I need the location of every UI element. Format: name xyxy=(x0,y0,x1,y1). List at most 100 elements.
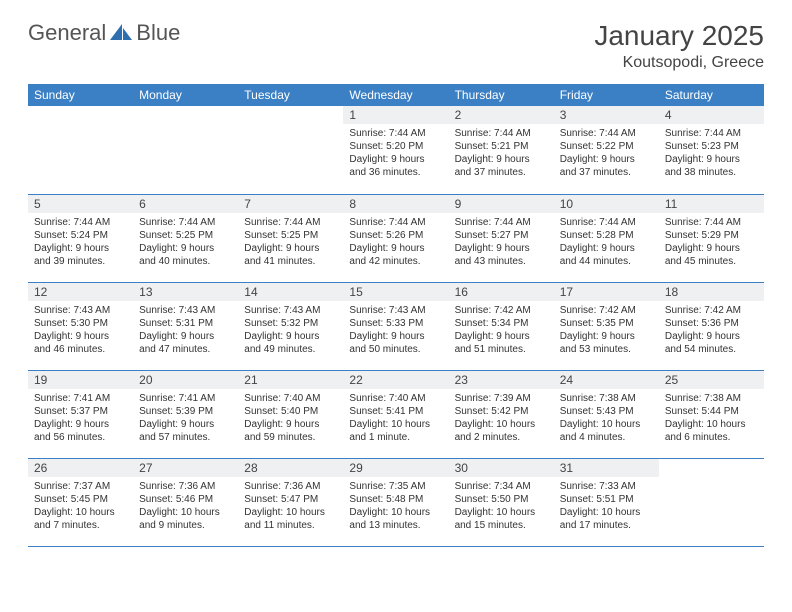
day-number: 29 xyxy=(343,459,448,477)
day-cell: 22Sunrise: 7:40 AMSunset: 5:41 PMDayligh… xyxy=(343,370,448,458)
day-number: 12 xyxy=(28,283,133,301)
day-number: 3 xyxy=(554,106,659,124)
day-details: Sunrise: 7:43 AMSunset: 5:32 PMDaylight:… xyxy=(238,301,343,359)
day-details: Sunrise: 7:35 AMSunset: 5:48 PMDaylight:… xyxy=(343,477,448,535)
day-header: Saturday xyxy=(659,84,764,106)
day-cell xyxy=(659,458,764,546)
day-cell: 19Sunrise: 7:41 AMSunset: 5:37 PMDayligh… xyxy=(28,370,133,458)
day-details: Sunrise: 7:44 AMSunset: 5:28 PMDaylight:… xyxy=(554,213,659,271)
day-details: Sunrise: 7:44 AMSunset: 5:22 PMDaylight:… xyxy=(554,124,659,182)
day-details: Sunrise: 7:44 AMSunset: 5:29 PMDaylight:… xyxy=(659,213,764,271)
day-cell: 15Sunrise: 7:43 AMSunset: 5:33 PMDayligh… xyxy=(343,282,448,370)
day-details: Sunrise: 7:38 AMSunset: 5:44 PMDaylight:… xyxy=(659,389,764,447)
day-cell: 26Sunrise: 7:37 AMSunset: 5:45 PMDayligh… xyxy=(28,458,133,546)
day-number: 9 xyxy=(449,195,554,213)
day-number: 1 xyxy=(343,106,448,124)
day-number: 26 xyxy=(28,459,133,477)
day-details: Sunrise: 7:44 AMSunset: 5:20 PMDaylight:… xyxy=(343,124,448,182)
location: Koutsopodi, Greece xyxy=(594,54,764,72)
title-block: January 2025 Koutsopodi, Greece xyxy=(594,20,764,72)
day-cell: 24Sunrise: 7:38 AMSunset: 5:43 PMDayligh… xyxy=(554,370,659,458)
day-details: Sunrise: 7:38 AMSunset: 5:43 PMDaylight:… xyxy=(554,389,659,447)
day-number: 6 xyxy=(133,195,238,213)
day-cell: 14Sunrise: 7:43 AMSunset: 5:32 PMDayligh… xyxy=(238,282,343,370)
calendar-table: SundayMondayTuesdayWednesdayThursdayFrid… xyxy=(28,84,764,547)
day-details: Sunrise: 7:43 AMSunset: 5:30 PMDaylight:… xyxy=(28,301,133,359)
day-number: 10 xyxy=(554,195,659,213)
day-cell: 13Sunrise: 7:43 AMSunset: 5:31 PMDayligh… xyxy=(133,282,238,370)
day-number: 19 xyxy=(28,371,133,389)
day-number: 31 xyxy=(554,459,659,477)
day-cell xyxy=(133,106,238,194)
day-cell: 23Sunrise: 7:39 AMSunset: 5:42 PMDayligh… xyxy=(449,370,554,458)
day-details: Sunrise: 7:43 AMSunset: 5:33 PMDaylight:… xyxy=(343,301,448,359)
day-details: Sunrise: 7:34 AMSunset: 5:50 PMDaylight:… xyxy=(449,477,554,535)
sail-icon xyxy=(108,22,134,44)
day-header: Monday xyxy=(133,84,238,106)
day-cell: 7Sunrise: 7:44 AMSunset: 5:25 PMDaylight… xyxy=(238,194,343,282)
day-number: 14 xyxy=(238,283,343,301)
day-number: 17 xyxy=(554,283,659,301)
day-number: 8 xyxy=(343,195,448,213)
day-details: Sunrise: 7:44 AMSunset: 5:25 PMDaylight:… xyxy=(238,213,343,271)
day-number: 21 xyxy=(238,371,343,389)
day-number: 23 xyxy=(449,371,554,389)
day-number: 30 xyxy=(449,459,554,477)
day-details: Sunrise: 7:39 AMSunset: 5:42 PMDaylight:… xyxy=(449,389,554,447)
day-number: 28 xyxy=(238,459,343,477)
day-cell: 1Sunrise: 7:44 AMSunset: 5:20 PMDaylight… xyxy=(343,106,448,194)
logo-text-general: General xyxy=(28,20,106,46)
day-details: Sunrise: 7:33 AMSunset: 5:51 PMDaylight:… xyxy=(554,477,659,535)
day-details: Sunrise: 7:41 AMSunset: 5:39 PMDaylight:… xyxy=(133,389,238,447)
day-cell xyxy=(28,106,133,194)
day-cell: 12Sunrise: 7:43 AMSunset: 5:30 PMDayligh… xyxy=(28,282,133,370)
day-number: 2 xyxy=(449,106,554,124)
day-header: Tuesday xyxy=(238,84,343,106)
day-number: 16 xyxy=(449,283,554,301)
day-details: Sunrise: 7:44 AMSunset: 5:24 PMDaylight:… xyxy=(28,213,133,271)
day-details: Sunrise: 7:42 AMSunset: 5:36 PMDaylight:… xyxy=(659,301,764,359)
day-details: Sunrise: 7:43 AMSunset: 5:31 PMDaylight:… xyxy=(133,301,238,359)
day-details: Sunrise: 7:36 AMSunset: 5:46 PMDaylight:… xyxy=(133,477,238,535)
day-details: Sunrise: 7:41 AMSunset: 5:37 PMDaylight:… xyxy=(28,389,133,447)
day-cell: 16Sunrise: 7:42 AMSunset: 5:34 PMDayligh… xyxy=(449,282,554,370)
day-cell: 30Sunrise: 7:34 AMSunset: 5:50 PMDayligh… xyxy=(449,458,554,546)
day-cell: 4Sunrise: 7:44 AMSunset: 5:23 PMDaylight… xyxy=(659,106,764,194)
day-number: 5 xyxy=(28,195,133,213)
day-details: Sunrise: 7:44 AMSunset: 5:23 PMDaylight:… xyxy=(659,124,764,182)
day-cell: 3Sunrise: 7:44 AMSunset: 5:22 PMDaylight… xyxy=(554,106,659,194)
day-details: Sunrise: 7:40 AMSunset: 5:41 PMDaylight:… xyxy=(343,389,448,447)
day-cell xyxy=(238,106,343,194)
day-details: Sunrise: 7:44 AMSunset: 5:26 PMDaylight:… xyxy=(343,213,448,271)
logo: General Blue xyxy=(28,20,180,46)
day-cell: 8Sunrise: 7:44 AMSunset: 5:26 PMDaylight… xyxy=(343,194,448,282)
month-title: January 2025 xyxy=(594,20,764,52)
day-number: 18 xyxy=(659,283,764,301)
day-cell: 5Sunrise: 7:44 AMSunset: 5:24 PMDaylight… xyxy=(28,194,133,282)
day-number: 11 xyxy=(659,195,764,213)
day-details: Sunrise: 7:44 AMSunset: 5:25 PMDaylight:… xyxy=(133,213,238,271)
day-cell: 31Sunrise: 7:33 AMSunset: 5:51 PMDayligh… xyxy=(554,458,659,546)
day-number: 25 xyxy=(659,371,764,389)
day-details: Sunrise: 7:37 AMSunset: 5:45 PMDaylight:… xyxy=(28,477,133,535)
day-header: Thursday xyxy=(449,84,554,106)
day-cell: 9Sunrise: 7:44 AMSunset: 5:27 PMDaylight… xyxy=(449,194,554,282)
day-cell: 20Sunrise: 7:41 AMSunset: 5:39 PMDayligh… xyxy=(133,370,238,458)
day-number: 7 xyxy=(238,195,343,213)
day-details: Sunrise: 7:44 AMSunset: 5:27 PMDaylight:… xyxy=(449,213,554,271)
day-number: 27 xyxy=(133,459,238,477)
day-header: Sunday xyxy=(28,84,133,106)
day-cell: 25Sunrise: 7:38 AMSunset: 5:44 PMDayligh… xyxy=(659,370,764,458)
day-number: 20 xyxy=(133,371,238,389)
day-cell: 28Sunrise: 7:36 AMSunset: 5:47 PMDayligh… xyxy=(238,458,343,546)
day-header: Wednesday xyxy=(343,84,448,106)
day-number: 4 xyxy=(659,106,764,124)
day-number: 15 xyxy=(343,283,448,301)
day-cell: 11Sunrise: 7:44 AMSunset: 5:29 PMDayligh… xyxy=(659,194,764,282)
day-details: Sunrise: 7:42 AMSunset: 5:34 PMDaylight:… xyxy=(449,301,554,359)
day-number: 24 xyxy=(554,371,659,389)
day-details: Sunrise: 7:40 AMSunset: 5:40 PMDaylight:… xyxy=(238,389,343,447)
day-details: Sunrise: 7:42 AMSunset: 5:35 PMDaylight:… xyxy=(554,301,659,359)
day-cell: 6Sunrise: 7:44 AMSunset: 5:25 PMDaylight… xyxy=(133,194,238,282)
day-number: 22 xyxy=(343,371,448,389)
